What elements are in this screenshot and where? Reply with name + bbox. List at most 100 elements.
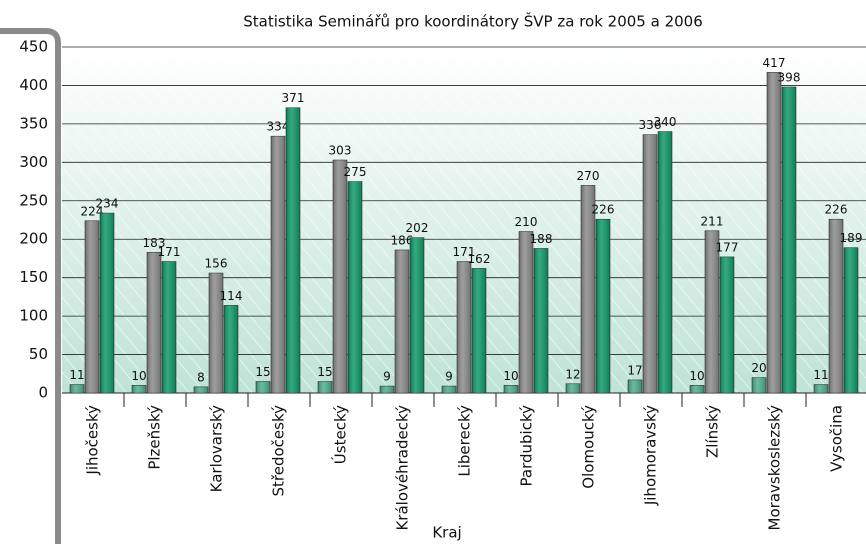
bar-shade (271, 136, 285, 394)
data-label: 270 (577, 169, 600, 183)
data-label: 17 (627, 363, 642, 377)
x-tick-label: Vysočina (828, 405, 846, 472)
bar-shade (534, 248, 548, 393)
bar-shade (333, 160, 347, 393)
y-tick-label: 250 (19, 191, 48, 209)
y-tick-label: 50 (29, 345, 48, 363)
data-label: 10 (503, 369, 518, 383)
data-label: 336 (639, 118, 662, 132)
bar-shade (829, 219, 843, 393)
bar-shade (224, 305, 238, 393)
y-tick-label: 100 (19, 307, 48, 325)
data-label: 11 (69, 368, 84, 382)
data-label: 211 (701, 214, 724, 228)
bar-shade (348, 181, 362, 393)
bar-shade (318, 381, 332, 393)
data-label: 15 (255, 365, 270, 379)
y-tick-label: 450 (19, 38, 48, 56)
data-label: 10 (689, 369, 704, 383)
data-label: 189 (840, 231, 863, 245)
y-tick-label: 0 (38, 384, 48, 402)
data-label: 334 (267, 120, 290, 134)
x-tick-label: Plzeňský (146, 405, 164, 470)
bar-shade (844, 247, 858, 393)
bar-shade (286, 107, 300, 394)
y-tick-label: 300 (19, 153, 48, 171)
bar-shade (147, 252, 161, 393)
bar-shade (504, 385, 518, 393)
data-label: 8 (197, 370, 205, 384)
x-tick-label: Olomoucký (580, 405, 598, 489)
x-tick-label: Pardubický (518, 405, 536, 487)
data-label: 340 (654, 115, 677, 129)
bar-shade (100, 213, 114, 393)
bar-shade (814, 384, 828, 393)
y-tick-label: 350 (19, 114, 48, 132)
bar-shade (705, 230, 719, 393)
data-label: 171 (453, 245, 476, 259)
bar-shade (690, 385, 704, 393)
x-tick-label: Středočeský (270, 405, 288, 497)
bar-shade (782, 86, 796, 393)
data-label: 11 (813, 368, 828, 382)
bar-shade (628, 379, 642, 393)
data-label: 371 (282, 91, 305, 105)
data-label: 303 (329, 144, 352, 158)
data-label: 15 (317, 365, 332, 379)
x-tick-label: Jihočeský (84, 405, 102, 476)
x-tick-label: Moravskoslezský (766, 405, 784, 531)
bar-shade (596, 219, 610, 393)
data-label: 417 (763, 56, 786, 70)
x-tick-label: Královéhradecký (394, 405, 412, 531)
data-label: 20 (751, 361, 766, 375)
data-label: 224 (81, 204, 104, 218)
bar-shade (410, 237, 424, 393)
bar-shade (566, 383, 580, 393)
x-tick-label: Ústecký (331, 405, 350, 464)
y-tick-label: 200 (19, 230, 48, 248)
data-label: 398 (778, 70, 801, 84)
bar-shade (70, 384, 84, 393)
data-label: 226 (825, 203, 848, 217)
bar-shade (194, 386, 208, 393)
x-tick-label: Liberecký (456, 405, 474, 477)
data-label: 226 (592, 203, 615, 217)
x-tick-label: Jihomoravský (642, 405, 660, 506)
bar-shade (85, 220, 99, 393)
x-tick-label: Zlínský (704, 405, 722, 458)
data-label: 275 (344, 165, 367, 179)
data-label: 162 (468, 252, 491, 266)
bar-shade (209, 273, 223, 393)
bar-shade (256, 381, 270, 393)
data-label: 210 (515, 215, 538, 229)
bar-shade (132, 385, 146, 393)
x-axis-label: Kraj (432, 524, 461, 542)
bar-shade (162, 261, 176, 393)
data-label: 114 (220, 289, 243, 303)
data-label: 234 (96, 197, 119, 211)
bar-shade (720, 256, 734, 393)
data-label: 156 (205, 257, 228, 271)
data-label: 12 (565, 367, 580, 381)
bar-shade (752, 377, 766, 393)
bar-shade (767, 72, 781, 393)
data-label: 171 (158, 245, 181, 259)
data-label: 9 (383, 370, 391, 384)
bar-shade (457, 261, 471, 393)
bar-shade (643, 134, 657, 394)
bar-shade (581, 185, 595, 393)
data-label: 186 (391, 233, 414, 247)
chart-title: Statistika Seminářů pro koordinátory ŠVP… (243, 12, 703, 31)
bar-shade (395, 249, 409, 393)
data-label: 9 (445, 370, 453, 384)
bar-shade (442, 386, 456, 393)
bar-shade (658, 131, 672, 394)
bar-shade (472, 268, 486, 393)
y-tick-label: 400 (19, 76, 48, 94)
y-tick-label: 150 (19, 268, 48, 286)
data-label: 177 (716, 240, 739, 254)
data-label: 10 (131, 369, 146, 383)
data-label: 183 (143, 236, 166, 250)
data-label: 202 (406, 221, 429, 235)
